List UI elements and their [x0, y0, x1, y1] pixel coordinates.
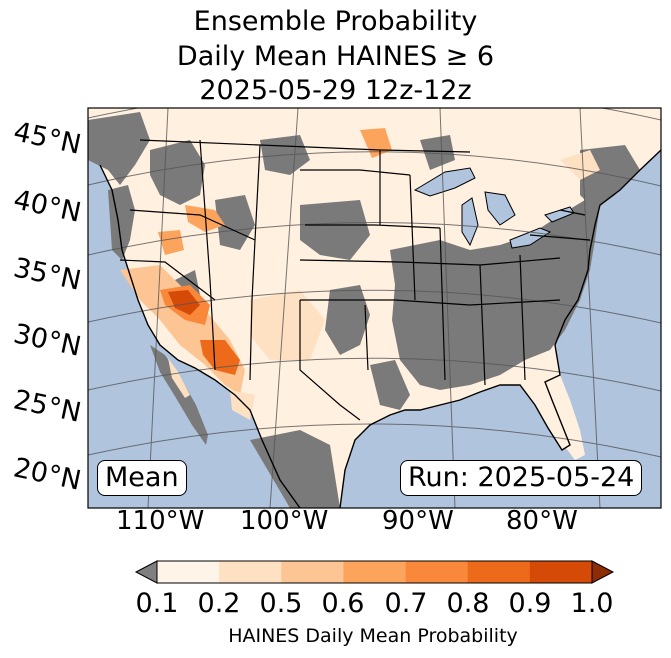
colorbar-bin-1 [219, 561, 282, 583]
florida [520, 382, 570, 450]
stat-label: Mean [97, 460, 187, 496]
colorbar-label: HAINES Daily Mean Probability [228, 625, 518, 647]
colorbar-under-arrow [134, 560, 158, 584]
colorbar-tick-0.2: 0.2 [197, 588, 241, 619]
colorbar-bin-3 [343, 561, 407, 583]
colorbar-tick-0.7: 0.7 [384, 588, 428, 619]
title-line-1: Ensemble Probability [193, 6, 478, 37]
title-line-2: Daily Mean HAINES ≥ 6 [176, 41, 495, 72]
colorbar-tick-0.8: 0.8 [446, 588, 490, 619]
colorbar-bin-2 [281, 561, 344, 583]
colorbar-bin-0 [157, 561, 220, 583]
colorbar-over-arrow [591, 560, 615, 584]
baja-peninsula [150, 345, 208, 445]
colorbar-bin-5 [467, 561, 531, 583]
colorbar-tick-0.9: 0.9 [508, 588, 552, 619]
colorbar-tick-0.5: 0.5 [259, 588, 303, 619]
run-date-label: Run: 2025-05-24 [400, 460, 643, 496]
lon-label-80: 80°W [506, 506, 578, 536]
colorbar-tick-0.1: 0.1 [135, 588, 179, 619]
colorbar [134, 560, 615, 584]
lon-label-100: 100°W [240, 506, 329, 536]
colorbar-bin-4 [405, 561, 469, 583]
title-line-3: 2025-05-29 12z-12z [199, 75, 472, 106]
colorbar-bin-6 [529, 561, 593, 583]
coastline [99, 149, 661, 508]
great-lakes [413, 167, 575, 249]
lon-label-90: 90°W [382, 506, 454, 536]
graticule [88, 108, 661, 508]
colorbar-tick-1.0: 1.0 [570, 588, 614, 619]
lon-label-110: 110°W [116, 506, 205, 536]
state-borders [119, 139, 591, 421]
colorbar-tick-0.6: 0.6 [321, 588, 365, 619]
probability-highlights [120, 128, 600, 420]
